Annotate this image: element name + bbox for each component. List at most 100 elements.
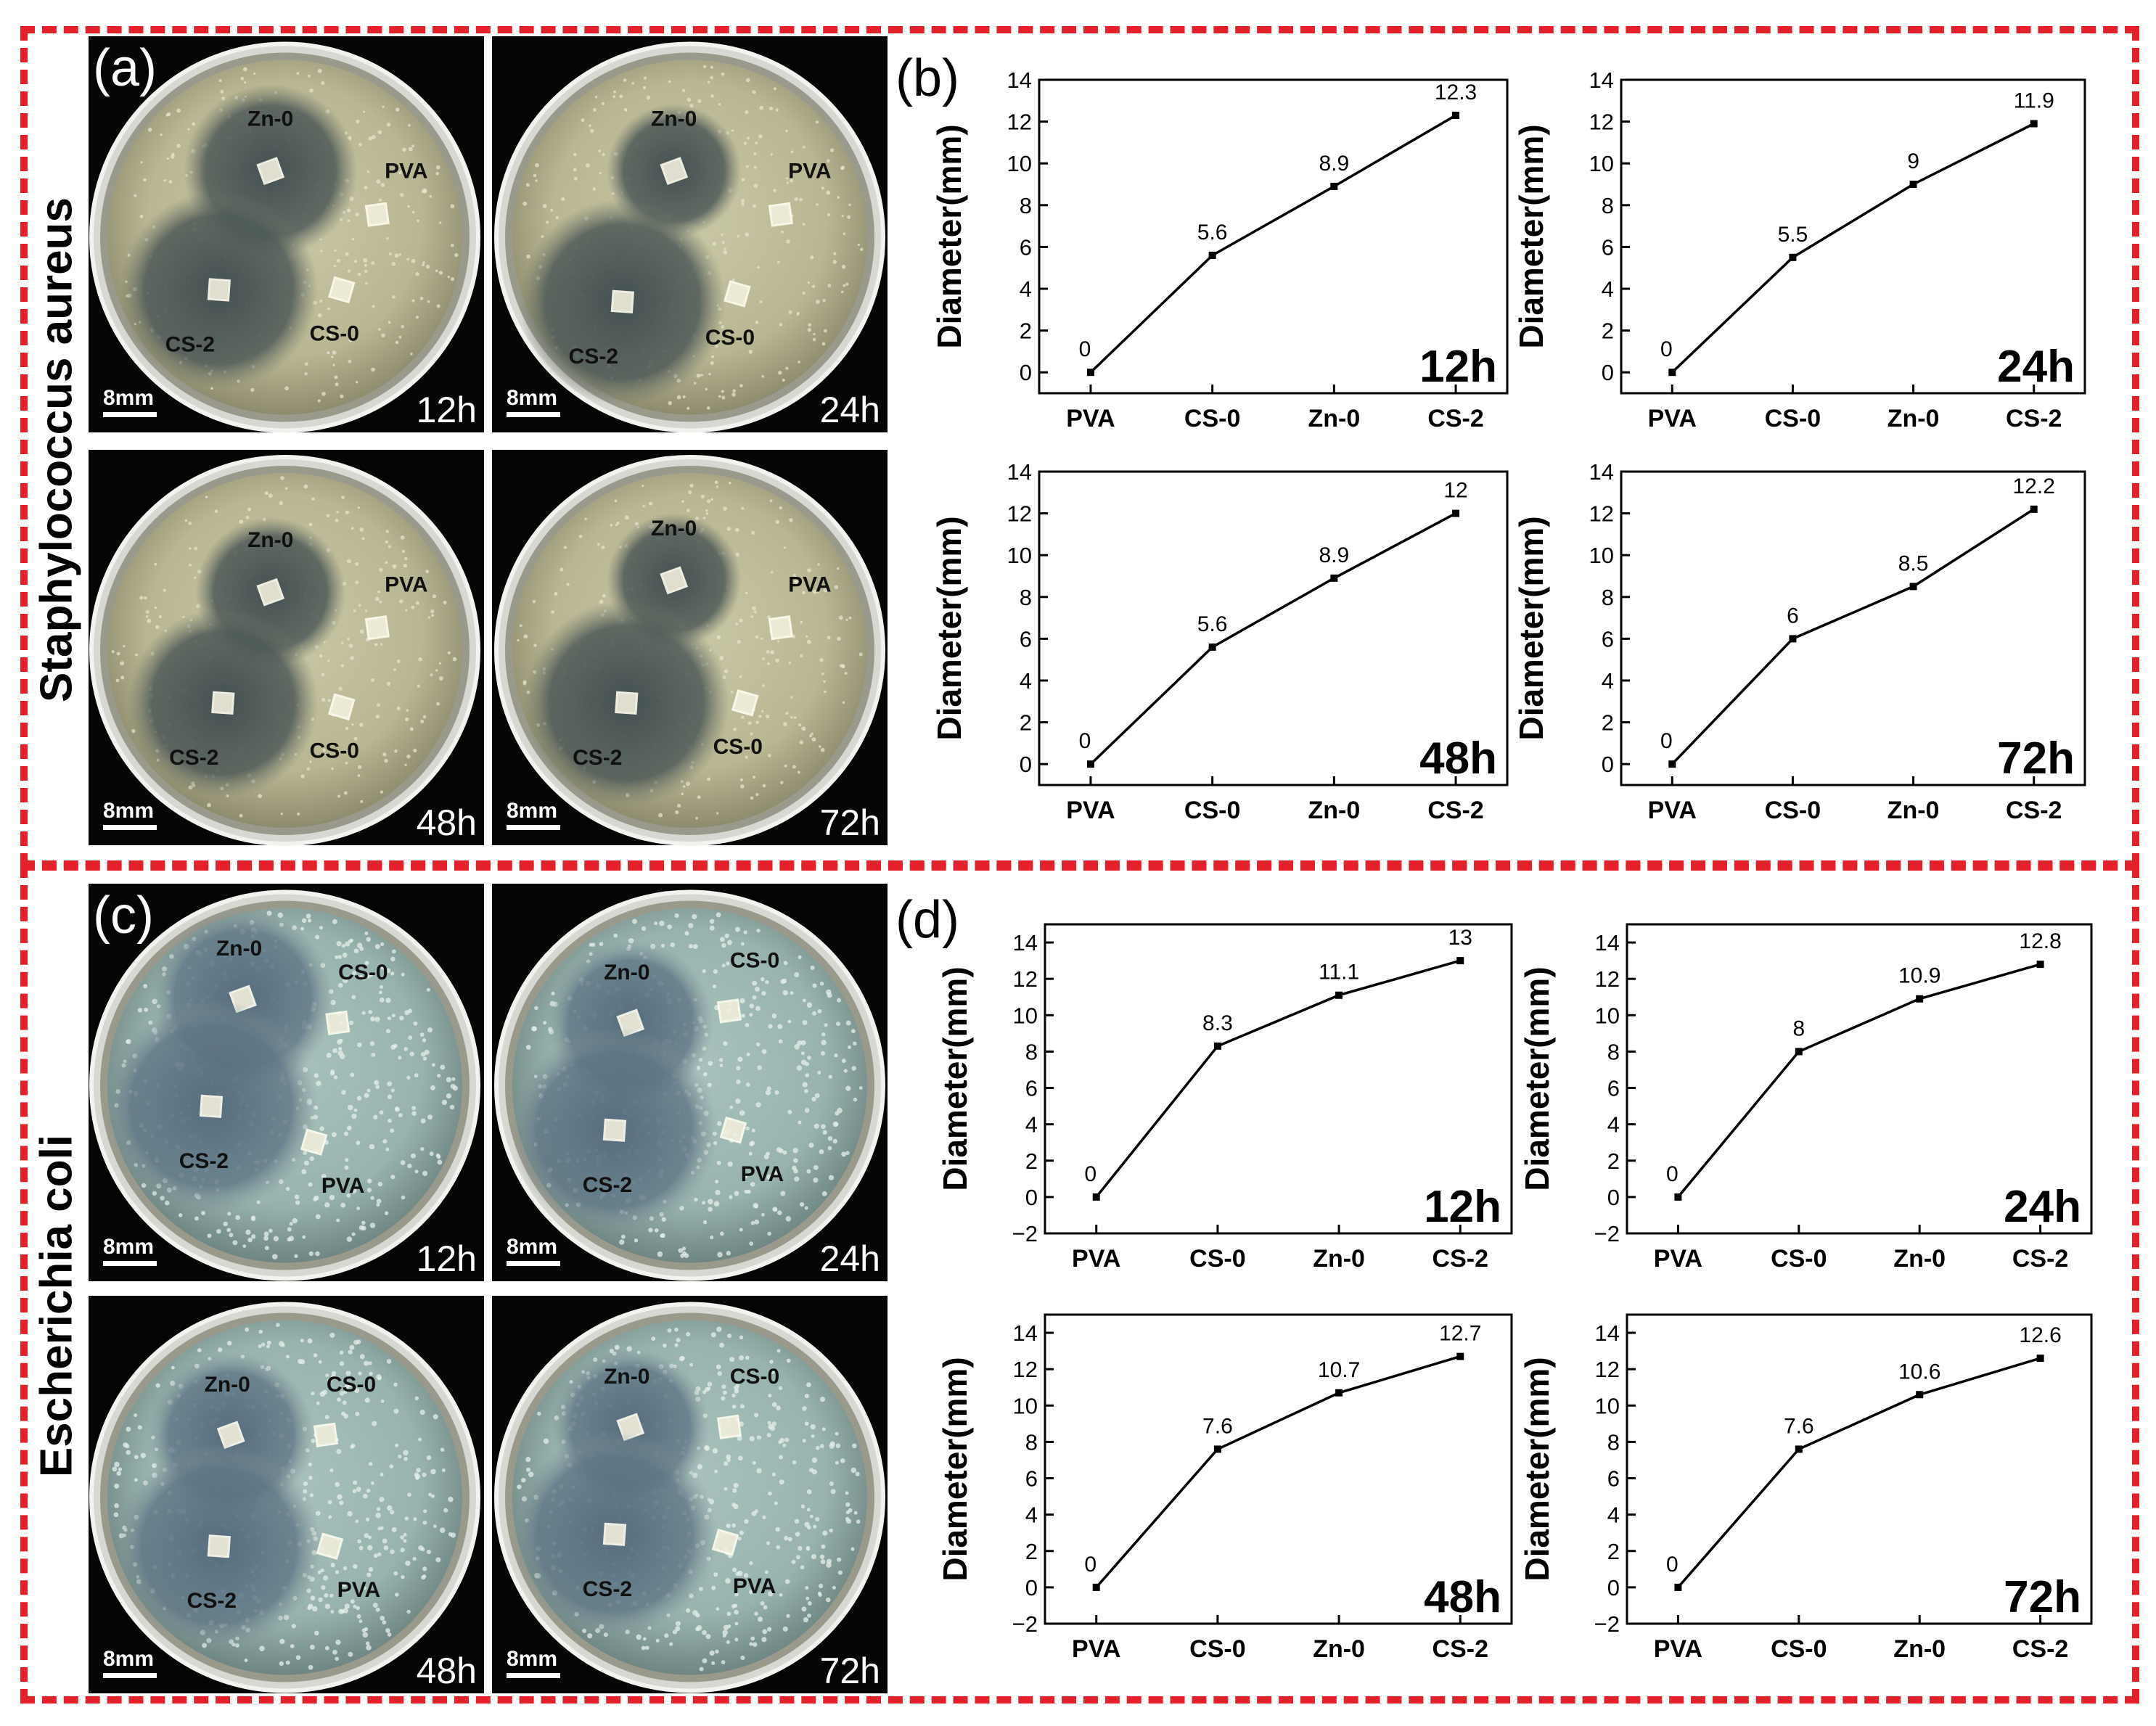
colony bbox=[315, 1251, 320, 1257]
colony bbox=[561, 197, 565, 201]
colony bbox=[761, 657, 765, 661]
scale-bar bbox=[103, 825, 157, 830]
chart-b-48h: 0 2 4 6 8 10 12 14 PVA CS-0 Zn-0 CS-2 Diameter(mm) 0 5… bbox=[930, 459, 1509, 824]
y-tick-label: −2 bbox=[1012, 1611, 1038, 1637]
data-label: 0 bbox=[1079, 729, 1091, 753]
colony bbox=[114, 1461, 120, 1468]
colony bbox=[745, 232, 750, 237]
colony bbox=[289, 1222, 293, 1226]
colony bbox=[811, 732, 813, 736]
colony bbox=[749, 1013, 753, 1017]
colony bbox=[772, 1171, 779, 1177]
colony bbox=[414, 1396, 419, 1400]
colony bbox=[403, 1456, 408, 1461]
y-tick-label: −2 bbox=[1594, 1611, 1620, 1637]
colony bbox=[335, 382, 339, 387]
sample-label: PVA bbox=[385, 160, 427, 184]
colony bbox=[370, 678, 374, 682]
colony bbox=[598, 149, 602, 153]
colony bbox=[625, 109, 628, 112]
colony bbox=[702, 1072, 708, 1077]
colony bbox=[304, 371, 308, 376]
colony bbox=[398, 170, 402, 175]
y-tick-label: 12 bbox=[1007, 501, 1032, 527]
colony bbox=[364, 961, 369, 966]
hydrogel-sample bbox=[724, 280, 751, 308]
colony bbox=[240, 76, 245, 81]
colony bbox=[721, 241, 725, 244]
colony bbox=[348, 1020, 354, 1026]
colony bbox=[436, 1154, 441, 1159]
colony bbox=[379, 1110, 384, 1115]
colony bbox=[700, 494, 705, 499]
colony bbox=[597, 543, 600, 546]
colony bbox=[741, 202, 745, 206]
colony bbox=[426, 987, 430, 992]
colony bbox=[802, 145, 806, 149]
colony bbox=[769, 499, 773, 503]
colony bbox=[625, 515, 629, 520]
colony bbox=[348, 939, 353, 944]
colony bbox=[692, 913, 697, 920]
colony bbox=[410, 353, 413, 356]
colony bbox=[395, 1106, 399, 1111]
colony bbox=[714, 1179, 719, 1184]
colony bbox=[761, 1212, 765, 1217]
colony bbox=[822, 1130, 827, 1135]
colony bbox=[359, 527, 364, 532]
panel-label-c: (c) bbox=[93, 887, 154, 945]
colony bbox=[770, 153, 773, 156]
colony bbox=[165, 113, 169, 117]
colony bbox=[330, 1610, 335, 1614]
colony bbox=[802, 998, 806, 1003]
colony bbox=[697, 795, 701, 800]
colony bbox=[684, 1253, 689, 1258]
data-label: 8.9 bbox=[1319, 543, 1349, 567]
colony bbox=[721, 395, 726, 400]
colony bbox=[853, 1097, 858, 1102]
sample-label: PVA bbox=[788, 160, 831, 184]
scale-bar bbox=[103, 1261, 157, 1266]
colony bbox=[805, 1073, 810, 1077]
time-label: 24h bbox=[820, 1238, 880, 1279]
y-tick-label: 4 bbox=[1602, 668, 1614, 694]
colony bbox=[599, 171, 602, 175]
y-tick-label: 10 bbox=[1007, 543, 1032, 568]
colony bbox=[368, 136, 373, 141]
y-tick-label: 4 bbox=[1602, 276, 1614, 302]
colony bbox=[331, 767, 334, 770]
colony bbox=[118, 1467, 123, 1471]
colony bbox=[614, 499, 618, 503]
colony bbox=[251, 1234, 256, 1239]
x-tick-label: Zn-0 bbox=[1887, 797, 1940, 824]
colony bbox=[366, 1188, 372, 1193]
colony bbox=[806, 1169, 811, 1174]
colony bbox=[845, 618, 848, 622]
colony bbox=[427, 300, 430, 303]
colony bbox=[273, 1236, 279, 1241]
sample-label: PVA bbox=[788, 572, 831, 596]
colony bbox=[858, 1086, 863, 1090]
colony bbox=[329, 1194, 335, 1201]
scale-bar bbox=[507, 825, 560, 830]
data-label: 7.6 bbox=[1202, 1414, 1233, 1438]
colony bbox=[380, 965, 385, 970]
colony bbox=[394, 253, 399, 258]
colony bbox=[193, 576, 197, 580]
colony bbox=[235, 1215, 240, 1220]
colony bbox=[782, 722, 787, 726]
colony bbox=[446, 1077, 452, 1082]
colony bbox=[366, 974, 371, 979]
colony bbox=[719, 656, 724, 660]
colony bbox=[447, 275, 451, 279]
sample-label: CS-0 bbox=[713, 735, 763, 759]
colony bbox=[681, 792, 684, 796]
colony bbox=[668, 400, 673, 406]
colony bbox=[432, 594, 437, 599]
colony bbox=[438, 662, 442, 665]
colony bbox=[364, 932, 369, 935]
colony bbox=[393, 668, 396, 671]
colony bbox=[755, 320, 759, 324]
colony bbox=[391, 261, 396, 266]
colony bbox=[837, 998, 842, 1003]
